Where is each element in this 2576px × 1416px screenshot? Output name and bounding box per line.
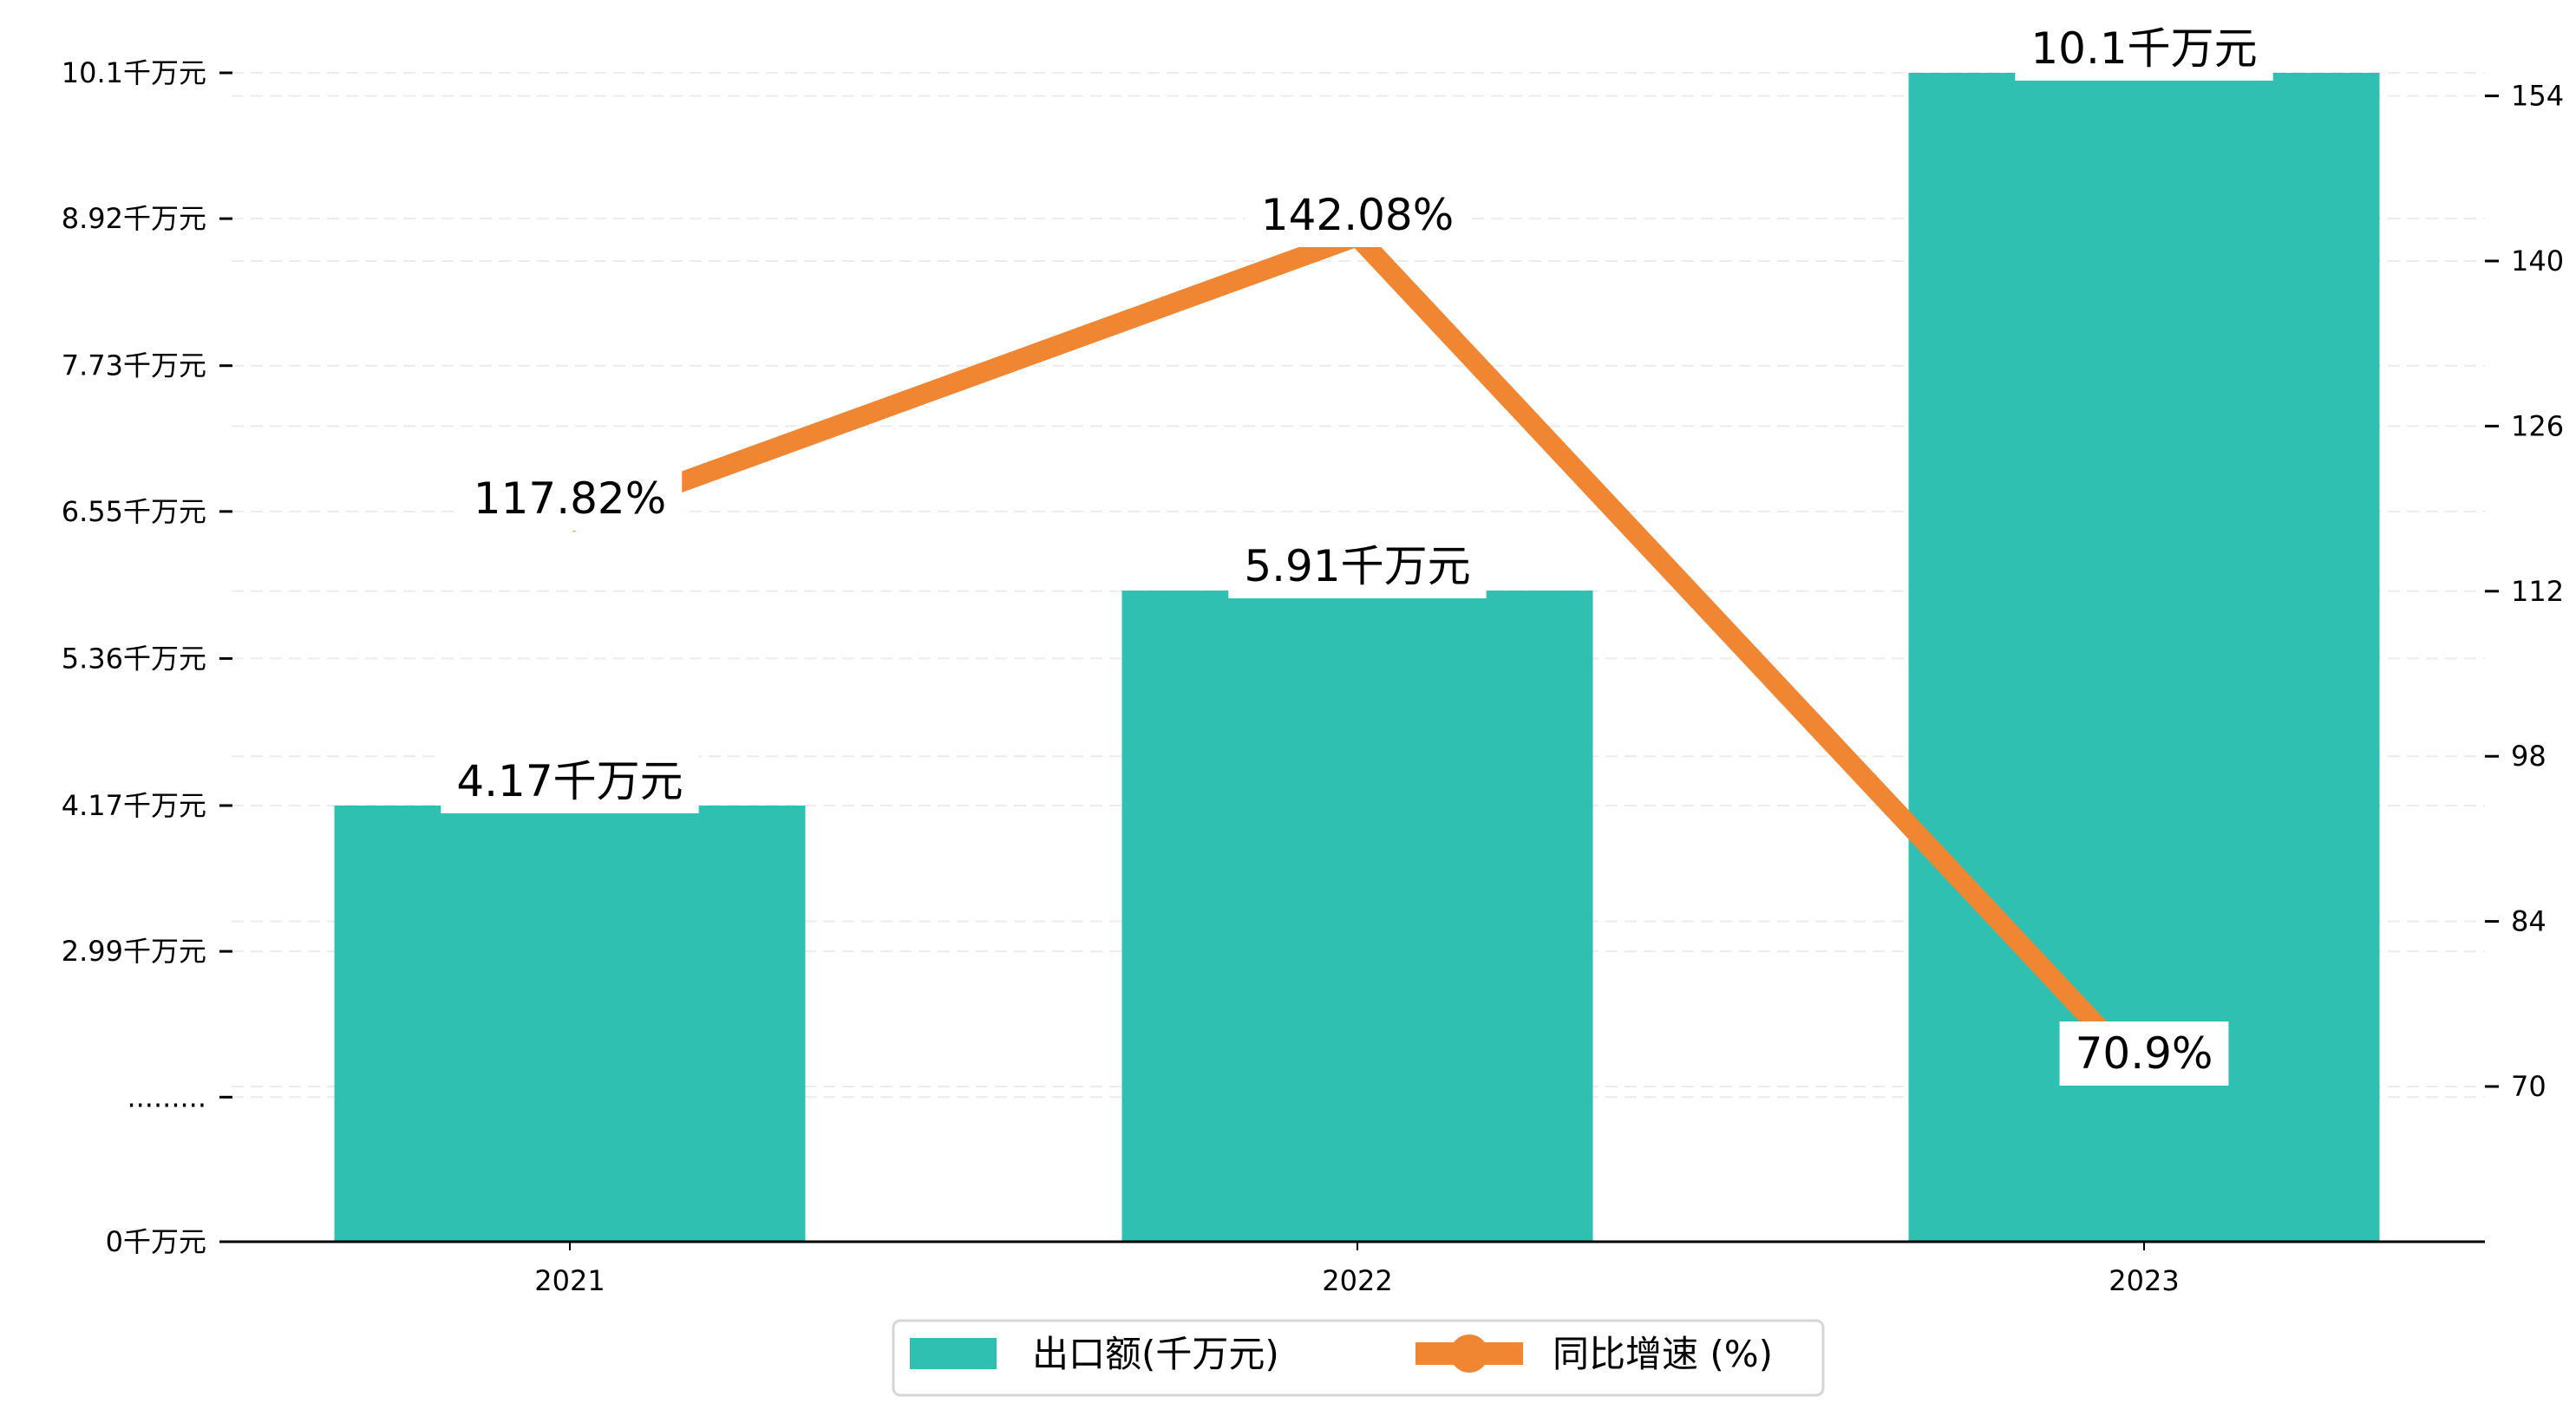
right-tick-label: 140	[2511, 245, 2564, 277]
bars	[334, 73, 2380, 1242]
bar-value-label-background	[441, 748, 699, 813]
legend-label-growth: 同比增速 (%)	[1553, 1333, 1773, 1375]
left-tick-label: 0千万元	[106, 1225, 206, 1258]
left-tick-label: .........	[127, 1080, 206, 1113]
growth-value-label: 117.82%	[474, 473, 666, 524]
x-tick-label: 2021	[534, 1264, 605, 1297]
right-tick-label: 84	[2511, 905, 2547, 938]
right-tick-label: 70	[2511, 1070, 2547, 1103]
bar-value-label: 4.17千万元	[456, 756, 683, 806]
right-tick-label: 126	[2511, 409, 2564, 442]
left-tick-label: 5.36千万元	[62, 642, 206, 675]
bar-value-label: 5.91千万元	[1244, 541, 1470, 591]
bar-value-label: 10.1千万元	[2030, 23, 2257, 74]
left-tick-label: 6.55千万元	[62, 495, 206, 528]
data-labels: 4.17千万元 5.91千万元 10.1千万元 117.82% 142.08% 70.9%	[441, 16, 2273, 1086]
left-tick-label: 10.1千万元	[62, 56, 206, 89]
growth-value-label-background	[1245, 183, 1470, 247]
x-tick-label: 2023	[2109, 1264, 2179, 1297]
growth-value-label-background	[2059, 1021, 2229, 1086]
legend: 出口额(千万元) 同比增速 (%)	[892, 1319, 1825, 1397]
right-tick-label: 98	[2511, 740, 2547, 773]
axes: 2021 2022 2023 0千万元......... 2.99千万元 4.17千万元 5…	[62, 56, 2564, 1297]
growth-value-label: 142.08%	[1261, 190, 1454, 240]
left-tick-label: 8.92千万元	[62, 202, 206, 235]
legend-line-marker	[1450, 1334, 1488, 1373]
right-tick-label: 112	[2511, 575, 2564, 608]
left-tick-label: 7.73千万元	[62, 349, 206, 382]
bar-value-label-background	[1228, 534, 1487, 599]
bar-2021	[334, 805, 806, 1242]
growth-value-label: 70.9%	[2076, 1028, 2213, 1079]
right-tick-label: 154	[2511, 80, 2564, 113]
legend-bar-swatch	[910, 1338, 997, 1369]
legend-box	[892, 1319, 1825, 1397]
bar-2022	[1121, 591, 1593, 1242]
x-tick-label: 2022	[1322, 1264, 1392, 1297]
left-tick-label: 2.99千万元	[62, 935, 206, 968]
left-tick-label: 4.17千万元	[62, 789, 206, 822]
legend-label-export: 出口额(千万元)	[1032, 1333, 1279, 1375]
bar-value-label-background	[2015, 16, 2273, 81]
growth-value-label-background	[457, 467, 683, 531]
